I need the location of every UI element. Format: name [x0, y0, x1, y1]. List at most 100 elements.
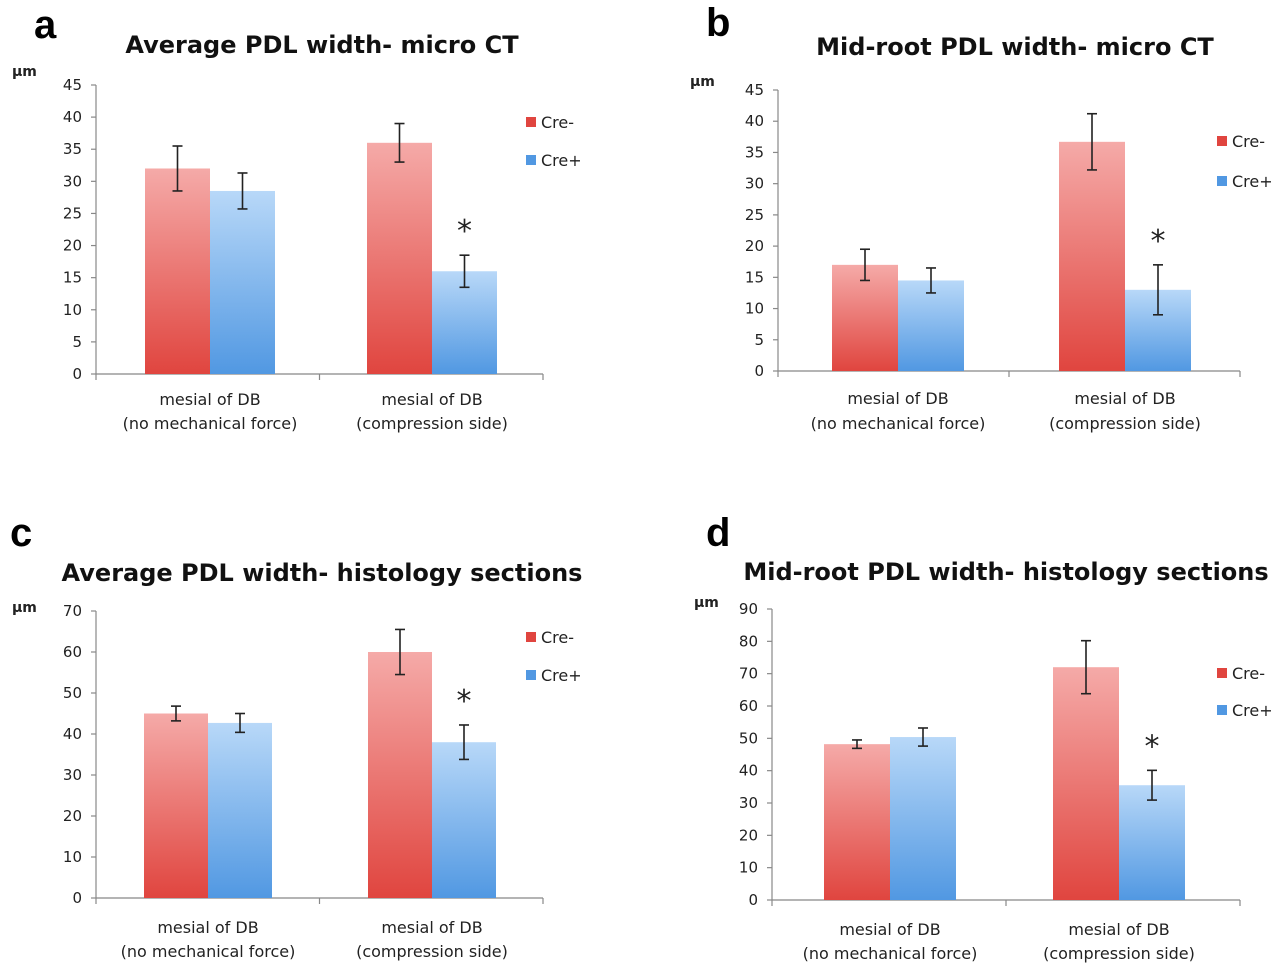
x-category-label: mesial of DB — [381, 390, 482, 409]
y-tick-label: 35 — [745, 143, 764, 161]
y-tick-label: 20 — [63, 807, 82, 825]
y-tick-label: 70 — [739, 665, 758, 683]
bar-cre-minus — [1059, 141, 1125, 371]
y-tick-label: 70 — [63, 602, 82, 620]
panel-letter: b — [706, 1, 730, 45]
significance-asterisk: * — [457, 684, 472, 719]
panel-letter: c — [10, 511, 32, 555]
bar-cre-plus — [890, 737, 956, 900]
significance-asterisk: * — [1151, 224, 1166, 259]
legend-swatch — [1217, 176, 1227, 186]
x-category-label: (compression side) — [356, 414, 508, 433]
legend-label: Cre- — [1232, 132, 1265, 151]
y-tick-label: 10 — [745, 300, 764, 318]
legend-swatch — [1217, 668, 1227, 678]
y-tick-label: 40 — [63, 725, 82, 743]
legend-label: Cre+ — [541, 151, 582, 170]
y-tick-label: 10 — [63, 301, 82, 319]
x-category-label: mesial of DB — [159, 390, 260, 409]
y-unit-label: µm — [12, 600, 37, 616]
x-category-label: (no mechanical force) — [803, 944, 978, 963]
y-tick-label: 40 — [739, 762, 758, 780]
legend-label: Cre+ — [1232, 701, 1273, 720]
chart-panel-a: a Average PDL width- micro CT µm 0 5 10 15 20 25… — [12, 3, 582, 433]
bar-cre-minus — [144, 713, 208, 898]
x-category-label: (no mechanical force) — [123, 414, 298, 433]
significance-asterisk: * — [1145, 729, 1160, 764]
bar-cre-plus — [432, 271, 497, 374]
y-tick-label: 60 — [739, 697, 758, 715]
x-category-label: mesial of DB — [381, 918, 482, 937]
bar-cre-minus — [832, 264, 898, 371]
chart-panel-c: c Average PDL width- histology sections µm… — [10, 511, 582, 961]
y-tick-label: 40 — [745, 112, 764, 130]
y-tick-label: 25 — [63, 204, 82, 222]
significance-asterisk: * — [457, 214, 472, 249]
bar-cre-plus — [432, 742, 496, 898]
legend-label: Cre- — [541, 113, 574, 132]
y-tick-label: 30 — [745, 175, 764, 193]
x-category-label: mesial of DB — [1074, 389, 1175, 408]
legend-swatch — [526, 155, 536, 165]
panel-letter: a — [34, 3, 57, 47]
y-tick-label: 0 — [72, 889, 82, 907]
panel-letter: d — [706, 511, 730, 555]
x-category-label: (compression side) — [1043, 944, 1195, 963]
bar-cre-minus — [145, 168, 210, 374]
y-tick-label: 10 — [63, 848, 82, 866]
chart-title: Average PDL width- histology sections — [62, 559, 583, 587]
chart-panel-d: d Mid-root PDL width- histology sections µ… — [694, 511, 1273, 963]
y-tick-label: 0 — [72, 365, 82, 383]
y-tick-label: 45 — [745, 81, 764, 99]
y-tick-label: 0 — [748, 891, 758, 909]
y-tick-label: 30 — [63, 172, 82, 190]
y-tick-label: 30 — [63, 766, 82, 784]
bar-cre-plus — [1119, 785, 1185, 900]
legend-swatch — [526, 117, 536, 127]
legend-swatch — [1217, 705, 1227, 715]
x-category-label: (no mechanical force) — [121, 942, 296, 961]
bar-cre-plus — [210, 190, 275, 374]
y-unit-label: µm — [12, 64, 37, 80]
y-tick-label: 50 — [739, 729, 758, 747]
y-tick-label: 30 — [739, 794, 758, 812]
y-tick-label: 20 — [739, 826, 758, 844]
legend-label: Cre+ — [1232, 172, 1273, 191]
x-category-label: (compression side) — [356, 942, 508, 961]
bar-cre-plus — [208, 722, 272, 898]
legend-swatch — [526, 632, 536, 642]
legend-label: Cre- — [541, 628, 574, 647]
x-category-label: (no mechanical force) — [811, 414, 986, 433]
y-tick-label: 90 — [739, 600, 758, 618]
y-tick-label: 0 — [754, 362, 764, 380]
y-tick-label: 5 — [754, 331, 764, 349]
x-category-label: mesial of DB — [839, 920, 940, 939]
bar-cre-minus — [368, 652, 432, 898]
y-tick-label: 20 — [63, 237, 82, 255]
y-tick-label: 15 — [745, 268, 764, 286]
legend-swatch — [526, 670, 536, 680]
y-tick-label: 45 — [63, 76, 82, 94]
y-tick-label: 80 — [739, 632, 758, 650]
y-tick-label: 40 — [63, 108, 82, 126]
x-category-label: mesial of DB — [847, 389, 948, 408]
y-tick-label: 5 — [72, 333, 82, 351]
y-unit-label: µm — [694, 595, 719, 611]
y-tick-label: 50 — [63, 684, 82, 702]
chart-title: Mid-root PDL width- micro CT — [816, 33, 1214, 61]
bar-cre-minus — [824, 744, 890, 900]
x-category-label: mesial of DB — [157, 918, 258, 937]
y-tick-label: 35 — [63, 140, 82, 158]
y-unit-label: µm — [690, 74, 715, 90]
y-tick-label: 15 — [63, 269, 82, 287]
bar-cre-minus — [1053, 667, 1119, 900]
y-tick-label: 10 — [739, 859, 758, 877]
y-tick-label: 60 — [63, 643, 82, 661]
x-category-label: mesial of DB — [1068, 920, 1169, 939]
chart-title: Average PDL width- micro CT — [125, 31, 519, 59]
legend-swatch — [1217, 136, 1227, 146]
legend-label: Cre- — [1232, 664, 1265, 683]
chart-title: Mid-root PDL width- histology sections — [743, 558, 1268, 586]
legend-label: Cre+ — [541, 666, 582, 685]
